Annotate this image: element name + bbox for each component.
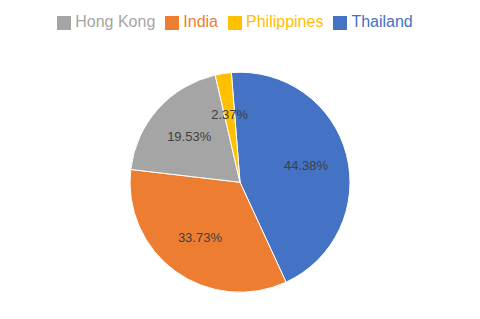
- svg-text:33.73%: 33.73%: [178, 230, 223, 245]
- html-text:Hong Kong: Hong Kong: [75, 13, 156, 30]
- svg-text:44.38%: 44.38%: [284, 158, 329, 173]
- html-text:India: India: [183, 13, 218, 30]
- svg-text:19.53%: 19.53%: [167, 129, 212, 144]
- svg-text:2.37%: 2.37%: [211, 107, 248, 122]
- html-text:Philippines: Philippines: [246, 13, 324, 30]
- html-text:Thailand: Thailand: [351, 13, 413, 30]
